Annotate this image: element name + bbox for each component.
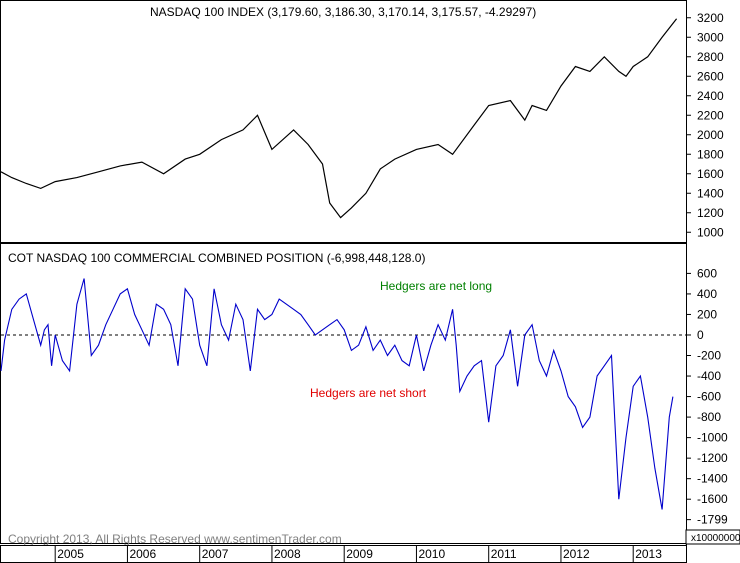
x-tick-label: 2006 (129, 547, 156, 561)
x-tick-label: 2007 (202, 547, 229, 561)
lower-y-axis: 600 400 200 0 -200 -400 -600 -800 -1000 -1200 -140… (686, 266, 728, 527)
lower-y-tick-label: -200 (697, 349, 721, 363)
lower-y-tick-label: 200 (697, 307, 717, 321)
upper-series (0, 18, 678, 219)
x-axis: 2005 2006 2007 2008 2009 2010 2011 2012 2013 (54, 545, 662, 563)
lower-y-tick-label: -1000 (697, 431, 728, 445)
lower-y-tick-label: -400 (697, 369, 721, 383)
x-tick-label: 2009 (346, 547, 373, 561)
x-tick-label: 2010 (418, 547, 445, 561)
scale-note-box (685, 529, 740, 545)
upper-y-tick-label: 3000 (697, 30, 724, 44)
x-tick-label: 2005 (57, 547, 84, 561)
lower-y-tick-label: -1400 (697, 472, 728, 486)
upper-y-axis: 1000 1200 1400 1600 1800 2000 2200 2400 2600 2800… (686, 11, 724, 239)
upper-y-tick-label: 1600 (697, 167, 724, 181)
lower-panel-frame (0, 243, 687, 544)
upper-y-tick-label: 1200 (697, 206, 724, 220)
lower-y-tick-label: 400 (697, 287, 717, 301)
nasdaq-line (0, 18, 678, 219)
lower-y-tick-label: 0 (697, 328, 704, 342)
lower-series (0, 278, 674, 510)
lower-y-tick-label: -1600 (697, 492, 728, 506)
upper-y-tick-label: 2400 (697, 89, 724, 103)
x-tick-label: 2012 (563, 547, 590, 561)
upper-y-tick-label: 1800 (697, 147, 724, 161)
annotation-net-long: Hedgers are net long (380, 279, 492, 293)
upper-y-tick-label: 2600 (697, 69, 724, 83)
cot-line (0, 278, 674, 510)
upper-y-tick-label: 2000 (697, 128, 724, 142)
copyright-text: Copyright 2013, All Rights Reserved www.… (8, 532, 342, 546)
x-tick-label: 2008 (274, 547, 301, 561)
upper-title: NASDAQ 100 INDEX (3,179.60, 3,186.30, 3,… (150, 5, 536, 19)
upper-y-tick-label: 3200 (697, 11, 724, 25)
lower-y-tick-label: -600 (697, 390, 721, 404)
upper-y-tick-label: 2200 (697, 108, 724, 122)
upper-y-tick-label: 1000 (697, 225, 724, 239)
upper-y-tick-label: 2800 (697, 50, 724, 64)
annotations: Hedgers are net long Hedgers are net shor… (310, 279, 492, 400)
annotation-net-short: Hedgers are net short (310, 386, 427, 400)
lower-y-tick-label: 600 (697, 266, 717, 280)
scale-note: x10000000 (691, 533, 740, 544)
lower-title: COT NASDAQ 100 COMMERCIAL COMBINED POSIT… (8, 251, 425, 265)
upper-y-tick-label: 1400 (697, 186, 724, 200)
x-tick-label: 2013 (635, 547, 662, 561)
lower-y-tick-label: -800 (697, 410, 721, 424)
lower-y-tick-label: -1799 (697, 513, 728, 527)
x-tick-label: 2011 (491, 547, 517, 561)
upper-panel-frame (0, 0, 687, 243)
lower-y-tick-label: -1200 (697, 451, 728, 465)
